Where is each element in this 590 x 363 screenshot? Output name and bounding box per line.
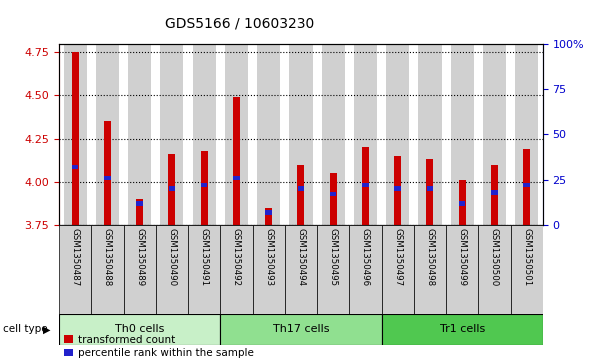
Bar [382,225,414,316]
Bar [349,225,382,316]
Text: GSM1350492: GSM1350492 [232,228,241,286]
Bar [483,44,506,225]
Bar [64,44,87,225]
Bar [136,199,143,225]
Text: GSM1350501: GSM1350501 [522,228,531,286]
Text: ▶: ▶ [43,325,51,334]
Bar [446,225,478,316]
Bar [317,225,349,316]
Bar [285,225,317,316]
Text: GSM1350499: GSM1350499 [458,228,467,286]
Text: Th0 cells: Th0 cells [115,325,165,334]
Bar [168,154,175,225]
Bar [414,225,446,316]
Bar [330,192,336,196]
Bar [395,187,401,191]
Bar [523,183,530,187]
Bar [169,187,175,191]
Bar [257,44,280,225]
Bar [427,187,433,191]
Text: GSM1350500: GSM1350500 [490,228,499,286]
Bar [160,44,183,225]
Text: GSM1350488: GSM1350488 [103,228,112,286]
Text: GSM1350490: GSM1350490 [168,228,176,286]
Text: GSM1350493: GSM1350493 [264,228,273,286]
Bar [322,44,345,225]
Bar [427,159,434,225]
Bar [289,44,313,225]
Text: GSM1350495: GSM1350495 [329,228,337,286]
Bar [91,225,123,316]
Legend: transformed count, percentile rank within the sample: transformed count, percentile rank withi… [64,335,254,358]
Bar [523,149,530,225]
Bar [104,121,111,225]
Bar [362,147,369,225]
Bar [104,176,110,180]
Bar [233,97,240,225]
Bar [330,173,337,225]
Bar [71,52,78,225]
Bar [458,180,466,225]
Bar [220,225,253,316]
Bar [233,176,240,180]
Bar [96,44,119,225]
Bar [201,151,208,225]
Text: GSM1350497: GSM1350497 [393,228,402,286]
Bar [128,44,151,225]
Bar [220,314,382,345]
Bar [188,225,220,316]
Text: GSM1350491: GSM1350491 [199,228,209,286]
Bar [265,208,272,225]
Bar [123,225,156,316]
Bar [491,190,497,195]
Bar [253,225,285,316]
Bar [297,164,304,225]
Bar [156,225,188,316]
Bar [491,164,498,225]
Text: GSM1350489: GSM1350489 [135,228,144,286]
Bar [478,225,510,316]
Text: GSM1350494: GSM1350494 [296,228,306,286]
Text: GSM1350487: GSM1350487 [71,228,80,286]
Bar [354,44,377,225]
Bar [298,187,304,191]
Bar [201,183,207,187]
Bar [394,156,401,225]
Bar [510,225,543,316]
Bar [459,201,466,205]
Text: Tr1 cells: Tr1 cells [440,325,485,334]
Bar [451,44,474,225]
Bar [225,44,248,225]
Text: GDS5166 / 10603230: GDS5166 / 10603230 [165,16,314,30]
Bar [386,44,409,225]
Bar [136,201,143,205]
Bar [59,314,220,345]
Bar [59,225,91,316]
Bar [418,44,441,225]
Text: GSM1350498: GSM1350498 [425,228,434,286]
Bar [515,44,538,225]
Bar [266,210,272,215]
Bar [362,183,369,187]
Bar [72,165,78,169]
Bar [192,44,216,225]
Text: Th17 cells: Th17 cells [273,325,329,334]
Bar [382,314,543,345]
Text: GSM1350496: GSM1350496 [361,228,370,286]
Text: cell type: cell type [3,325,48,334]
